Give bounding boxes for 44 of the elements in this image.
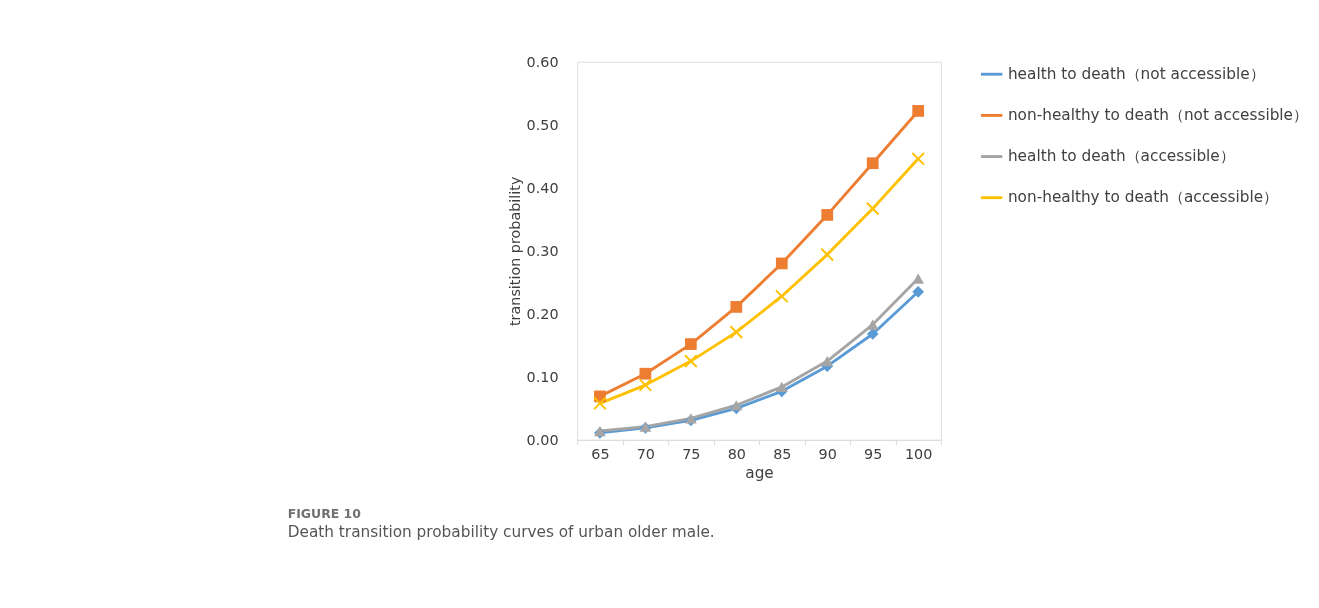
y-tick-label: 0.40	[526, 180, 559, 197]
point	[865, 201, 880, 216]
x-tick-label: 70	[636, 445, 655, 462]
x-tick-label: 65	[591, 445, 610, 462]
point	[684, 354, 698, 368]
x-tick-label: 100	[904, 445, 933, 462]
y-tick-label: 0.30	[526, 243, 559, 260]
point	[729, 325, 744, 339]
y-axis-title: transition probability	[506, 176, 523, 327]
point	[912, 273, 925, 284]
point	[821, 209, 834, 221]
point	[866, 157, 879, 170]
text: FIGURE 10	[287, 506, 362, 522]
point	[639, 367, 652, 380]
y-tick-label: 0.20	[526, 306, 559, 323]
y-tick-label: 0.00	[526, 432, 559, 449]
x-tick-label: 95	[864, 445, 883, 462]
y-tick-label: 0.10	[526, 369, 559, 386]
point	[638, 378, 653, 392]
x-tick-label: 75	[682, 445, 701, 462]
point	[911, 152, 925, 166]
point	[730, 400, 743, 411]
legend-label: health to death（not accessible）	[1007, 65, 1265, 84]
point	[593, 396, 607, 411]
point	[774, 289, 789, 304]
text: Death transition probability curves of urban older male.	[287, 522, 715, 541]
point	[820, 247, 835, 262]
point	[730, 301, 743, 313]
point	[866, 328, 879, 340]
y-tick-label: 0.60	[526, 54, 559, 71]
point	[775, 257, 788, 270]
x-tick-label: 85	[773, 445, 792, 462]
point	[775, 381, 788, 393]
point	[912, 285, 925, 298]
x-axis-title: age	[745, 463, 774, 482]
point	[821, 356, 834, 367]
point	[684, 338, 697, 350]
y-tick-label: 0.50	[526, 117, 559, 134]
point	[912, 105, 925, 117]
x-tick-label: 90	[818, 445, 837, 462]
legend-label: health to death（accessible）	[1007, 147, 1235, 166]
legend-label: non-healthy to death（not accessible）	[1007, 106, 1309, 125]
x-tick-label: 80	[727, 445, 746, 462]
legend-label: non-healthy to death（accessible）	[1007, 188, 1279, 207]
